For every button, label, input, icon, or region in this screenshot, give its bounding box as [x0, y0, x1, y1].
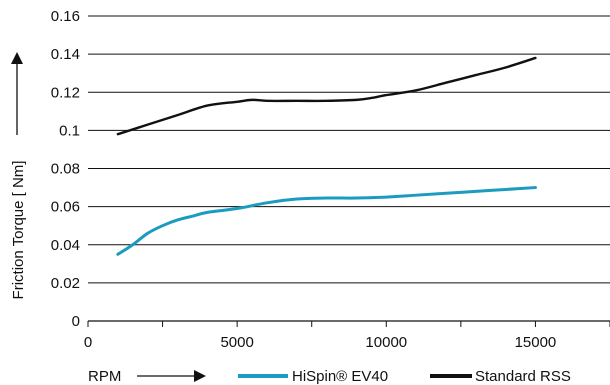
y-tick-labels: 0 0.02 0.04 0.06 0.08 0.1 0.12 0.14 0.16	[51, 8, 80, 330]
x-tick-label: 5000	[220, 334, 253, 351]
series-lines	[116, 56, 537, 256]
x-tick-labels: 0 5000 10000 15000	[84, 334, 556, 351]
y-tick-label: 0.04	[51, 237, 80, 254]
y-axis-arrow	[11, 52, 23, 135]
y-axis-label: Friction Torque [ Nm]	[10, 161, 27, 300]
legend: HiSpin® EV40 Standard RSS	[238, 368, 571, 385]
y-tick-label: 0	[72, 313, 80, 330]
series-line-hispin-ev40	[116, 186, 537, 256]
y-tick-label: 0.08	[51, 161, 80, 178]
x-axis-label: RPM	[88, 368, 121, 385]
axes	[87, 320, 610, 327]
y-tick-label: 0.1	[59, 122, 80, 139]
y-tick-label: 0.02	[51, 275, 80, 292]
x-axis-arrow	[137, 370, 206, 382]
x-tick-label: 0	[84, 334, 92, 351]
x-tick-label: 10000	[365, 334, 407, 351]
legend-label-standard: Standard RSS	[475, 368, 571, 385]
series-line-standard-rss	[116, 56, 537, 136]
legend-label-hispin: HiSpin® EV40	[292, 368, 388, 385]
y-tick-label: 0.14	[51, 46, 80, 63]
y-tick-label: 0.12	[51, 84, 80, 101]
x-tick-label: 15000	[515, 334, 557, 351]
y-tick-label: 0.06	[51, 199, 80, 216]
grid-lines	[88, 15, 610, 284]
y-tick-label: 0.16	[51, 8, 80, 25]
